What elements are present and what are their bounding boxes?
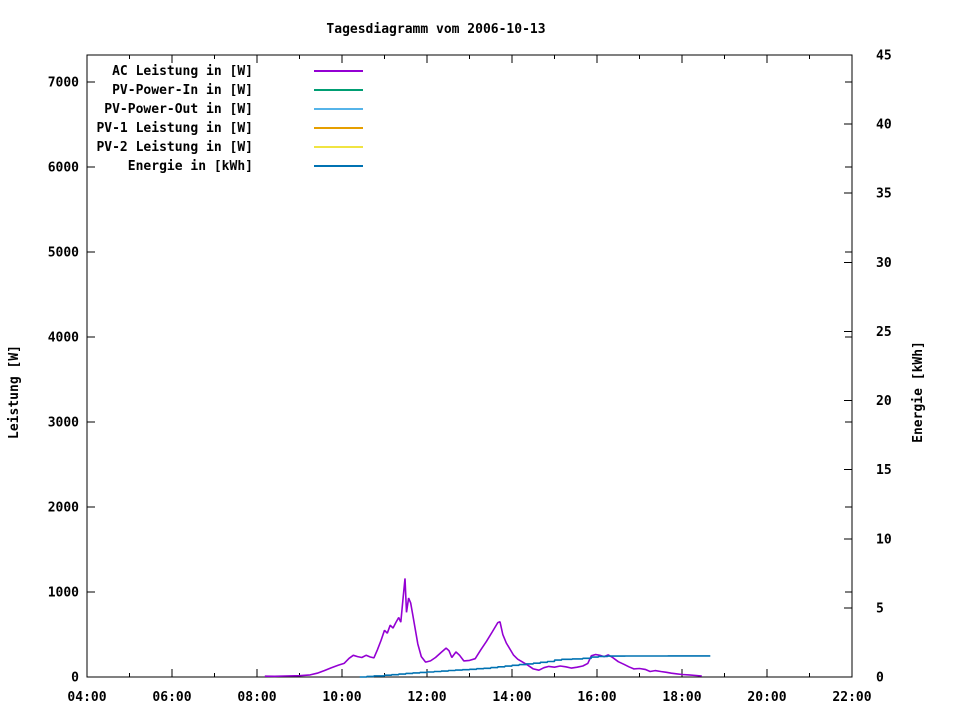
y-axis-label: Leistung [W] bbox=[7, 345, 22, 439]
legend-label: PV-Power-In in [W] bbox=[112, 83, 253, 98]
y-tick-label: 1000 bbox=[48, 586, 79, 601]
y-tick-label: 2000 bbox=[48, 501, 79, 516]
y2-tick-label: 25 bbox=[876, 325, 892, 340]
legend-label: PV-2 Leistung in [W] bbox=[96, 140, 253, 155]
y2-tick-label: 0 bbox=[876, 671, 884, 686]
series-line-y1-ac-leistung-in-w- bbox=[264, 578, 702, 678]
series-lines bbox=[264, 578, 711, 678]
legend-label: PV-Power-Out in [W] bbox=[104, 102, 253, 117]
x-tick-label: 20:00 bbox=[747, 690, 786, 705]
x-tick-label: 10:00 bbox=[322, 690, 361, 705]
y-tick-label: 6000 bbox=[48, 161, 79, 176]
y-tick-label: 7000 bbox=[48, 76, 79, 91]
x-tick-label: 22:00 bbox=[832, 690, 871, 705]
legend-label: Energie in [kWh] bbox=[128, 159, 253, 174]
x-tick-label: 04:00 bbox=[67, 690, 106, 705]
x-tick-label: 06:00 bbox=[152, 690, 191, 705]
y2-tick-label: 45 bbox=[876, 49, 892, 64]
y2-tick-label: 40 bbox=[876, 118, 892, 133]
x-tick-label: 18:00 bbox=[662, 690, 701, 705]
y2-tick-label: 35 bbox=[876, 187, 892, 202]
x-tick-label: 14:00 bbox=[492, 690, 531, 705]
y2-tick-label: 20 bbox=[876, 394, 892, 409]
y2-tick-label: 30 bbox=[876, 256, 892, 271]
x-tick-label: 16:00 bbox=[577, 690, 616, 705]
y-tick-label: 5000 bbox=[48, 246, 79, 261]
y2-tick-label: 5 bbox=[876, 601, 884, 616]
y2-axis-label: Energie [kWh] bbox=[911, 341, 926, 443]
y2-tick-label: 15 bbox=[876, 463, 892, 478]
y-tick-label: 3000 bbox=[48, 416, 79, 431]
y-tick-label: 0 bbox=[71, 671, 79, 686]
x-tick-label: 12:00 bbox=[407, 690, 446, 705]
legend-label: AC Leistung in [W] bbox=[112, 64, 253, 79]
x-tick-label: 08:00 bbox=[237, 690, 276, 705]
axes: 04:00 06:00 08:00 10:00 12:00 14:00 16:00 18:00… bbox=[48, 49, 892, 706]
y-tick-label: 4000 bbox=[48, 331, 79, 346]
legend: AC Leistung in [W] PV-Power-In in [W] PV-P… bbox=[96, 64, 363, 174]
chart-title: Tagesdiagramm vom 2006-10-13 bbox=[326, 22, 545, 37]
y2-tick-label: 10 bbox=[876, 532, 892, 547]
legend-label: PV-1 Leistung in [W] bbox=[96, 121, 253, 136]
series-line-y2-energie-in-kwh- bbox=[359, 655, 711, 678]
